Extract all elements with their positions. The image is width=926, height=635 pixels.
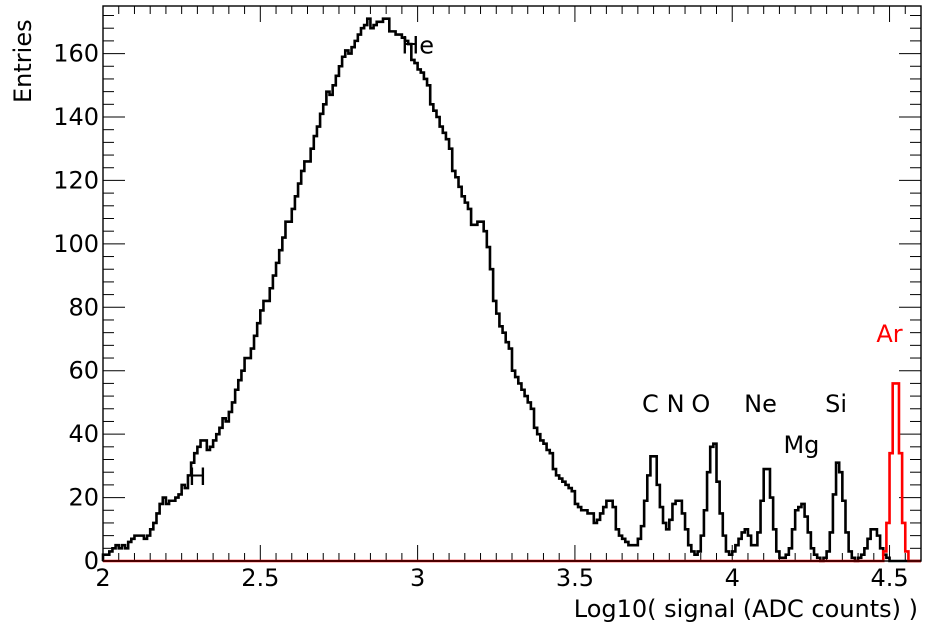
annotation-c-label: C	[642, 390, 659, 418]
plot-frame	[102, 5, 922, 562]
x-tick-label: 2.5	[241, 564, 279, 592]
axis-ticks	[102, 6, 922, 562]
y-tick-label: 80	[68, 293, 99, 321]
y-tick-label: 0	[84, 547, 99, 575]
x-tick-label: 2	[95, 564, 110, 592]
annotation-ne-label: Ne	[744, 390, 777, 418]
y-tick-label: 120	[53, 166, 99, 194]
annotation-he-label: He	[401, 32, 434, 60]
annotation-o-label: O	[691, 390, 710, 418]
annotation-ar-label: Ar	[876, 320, 902, 348]
annotation-n-label: N	[667, 390, 685, 418]
y-tick-label: 60	[68, 357, 99, 385]
x-axis-label: Log10( signal (ADC counts) )	[574, 595, 918, 623]
y-tick-label: 40	[68, 420, 99, 448]
annotation-mg-label: Mg	[783, 431, 819, 459]
y-tick-label: 100	[53, 230, 99, 258]
y-tick-label: 140	[53, 103, 99, 131]
y-tick-label: 20	[68, 484, 99, 512]
histogram-black-series	[101, 17, 921, 563]
x-tick-label: 4	[725, 564, 740, 592]
x-tick-label: 3.5	[556, 564, 594, 592]
x-tick-label: 3	[410, 564, 425, 592]
annotation-h-label: H	[188, 463, 206, 491]
y-axis-label: Entries	[9, 19, 37, 103]
y-tick-labels: 0 20 40 60 80 100 120 140 160	[53, 40, 99, 575]
y-tick-label: 160	[53, 40, 99, 68]
x-tick-label: 4.5	[870, 564, 908, 592]
annotation-si-label: Si	[825, 390, 847, 418]
x-tick-labels: 2 2.5 3 3.5 4 4.5	[95, 564, 908, 592]
